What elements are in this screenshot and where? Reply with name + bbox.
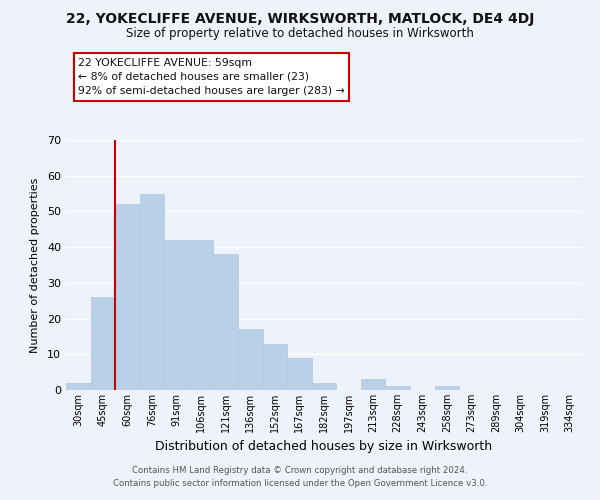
Y-axis label: Number of detached properties: Number of detached properties [30,178,40,352]
Bar [164,240,189,390]
X-axis label: Distribution of detached houses by size in Wirksworth: Distribution of detached houses by size … [155,440,493,454]
Bar [434,386,459,390]
Bar [189,240,214,390]
Bar [140,194,164,390]
Text: Contains HM Land Registry data © Crown copyright and database right 2024.
Contai: Contains HM Land Registry data © Crown c… [113,466,487,487]
Bar [115,204,140,390]
Bar [238,330,263,390]
Text: 22 YOKECLIFFE AVENUE: 59sqm
← 8% of detached houses are smaller (23)
92% of semi: 22 YOKECLIFFE AVENUE: 59sqm ← 8% of deta… [78,58,345,96]
Bar [91,297,115,390]
Bar [385,386,410,390]
Bar [263,344,287,390]
Text: 22, YOKECLIFFE AVENUE, WIRKSWORTH, MATLOCK, DE4 4DJ: 22, YOKECLIFFE AVENUE, WIRKSWORTH, MATLO… [66,12,534,26]
Text: Size of property relative to detached houses in Wirksworth: Size of property relative to detached ho… [126,28,474,40]
Bar [312,383,336,390]
Bar [287,358,312,390]
Bar [361,380,385,390]
Bar [66,383,91,390]
Bar [214,254,238,390]
